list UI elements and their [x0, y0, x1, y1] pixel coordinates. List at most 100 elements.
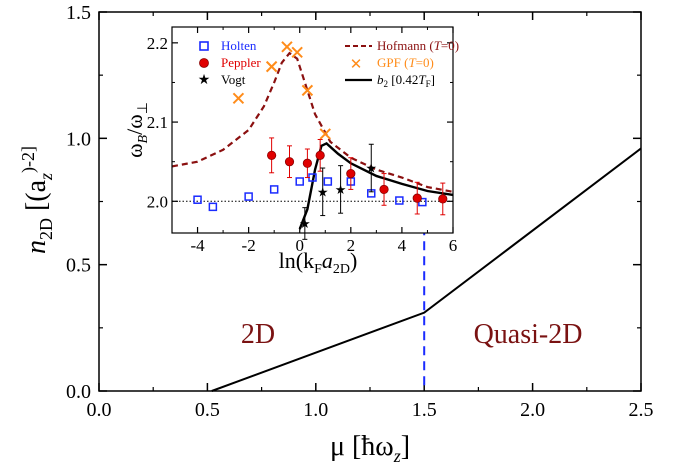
peppler-point — [284, 157, 295, 167]
inset-x-axis-label-close: ) — [350, 248, 357, 273]
main-y-tick-label: 0.5 — [66, 255, 91, 277]
main-y-axis-label-rest: [(a — [21, 179, 52, 218]
legend-marker-peppler — [199, 58, 209, 68]
legend-label-b2-b: b — [377, 72, 384, 87]
main-density-line — [211, 147, 642, 392]
vogt-point: ★ — [365, 161, 377, 176]
inset-x-tick-label: 0 — [295, 236, 304, 255]
peppler-point — [315, 150, 325, 160]
gpf-point-stroke — [265, 60, 278, 73]
legend-label-b2-suffix: ] — [431, 72, 435, 87]
main-x-axis-label-text: μ [ħω — [330, 431, 394, 462]
gpf-point — [319, 128, 331, 140]
inset-y-axis-label-sub2: ⊥ — [136, 102, 151, 114]
main-x-axis-label: μ [ħωz] — [330, 431, 410, 466]
inset-ticks: -4 -2 0 2 4 6 2.0 2.1 2.2 — [147, 27, 458, 255]
holten-point — [193, 195, 202, 204]
peppler-point — [379, 184, 389, 195]
main-y-tick-label: 1.5 — [66, 2, 91, 24]
legend-marker-holten — [199, 41, 209, 51]
gpf-point — [301, 84, 314, 97]
main-x-tick-label: 1.0 — [303, 399, 328, 421]
main-x-tick-label: 1.5 — [412, 399, 437, 421]
hofmann-curve — [171, 51, 454, 193]
legend-label-b2-sub: 2 — [384, 79, 389, 89]
holten-point — [269, 185, 279, 194]
legend-label-b2-mid: [0.42 — [388, 72, 418, 87]
inset-background — [172, 27, 453, 233]
inset-x-axis-label-a: a — [322, 248, 333, 273]
main-x-tick-label: 0.0 — [87, 399, 112, 421]
main-x-axis-label-sub: z — [393, 446, 401, 466]
peppler-point — [302, 158, 312, 168]
holten-point — [244, 192, 253, 201]
region-label-quasi-2d: Quasi-2D — [474, 319, 583, 350]
inset-legend: Holten Peppler ★ Vogt Hofmann (T=0) ✕ GP… — [198, 38, 459, 89]
legend-label-gpf: GPF (T=0) — [377, 55, 434, 70]
inset-x-axis-label-sub2: 2D — [333, 262, 350, 277]
legend-label-gpf-suffix: =0) — [416, 55, 434, 70]
region-label-2d: 2D — [241, 319, 275, 350]
gpf-point — [291, 46, 303, 59]
peppler-point — [267, 150, 277, 160]
inset-y-tick-label: 2.2 — [147, 34, 168, 53]
main-y-tick-label: 0.0 — [66, 381, 91, 403]
peppler-point — [346, 168, 356, 179]
peppler-point — [438, 194, 448, 204]
legend-label-holten: Holten — [221, 38, 257, 53]
gpf-point — [281, 41, 293, 53]
inset-y-tick-label: 2.1 — [147, 113, 168, 132]
legend-label-peppler: Peppler — [221, 55, 261, 70]
inset-series: ★ ★ ★ ★ — [171, 41, 454, 240]
vogt-point: ★ — [335, 182, 347, 197]
inset-y-axis-label-sub: B — [136, 134, 151, 143]
inset-x-tick-label: -2 — [242, 236, 256, 255]
main-y-tick-label: 1.0 — [66, 128, 91, 150]
main-x-tick-label: 0.5 — [195, 399, 220, 421]
gpf-point-stroke — [291, 46, 303, 59]
inset-x-tick-label: 2 — [347, 236, 356, 255]
legend-label-b2-sub2: F — [426, 79, 431, 89]
legend-marker-gpf: ✕ — [350, 57, 363, 73]
legend-label-hofmann-suffix: =0) — [441, 38, 459, 53]
legend-label-gpf-prefix: GPF ( — [377, 55, 408, 70]
legend-label-vogt: Vogt — [221, 72, 246, 87]
inset-y-axis-label: ωB/ω⊥ — [122, 102, 151, 158]
inset-x-axis-label: ln(kFa2D) — [279, 248, 358, 277]
inset-x-axis-label-ln: ln(k — [279, 248, 314, 273]
legend-label-b2-t: T — [418, 72, 426, 87]
gpf-point-stroke — [301, 84, 314, 97]
main-y-axis-label-sub2: z — [36, 173, 56, 181]
inset-y-tick-label: 2.0 — [147, 192, 168, 211]
inset-x-axis-label-sub: F — [314, 262, 322, 277]
legend-label-b2: b2 [0.42TF] — [377, 72, 435, 89]
inset-x-tick-label: -4 — [190, 236, 205, 255]
legend-label-hofmann-ital: T — [434, 38, 442, 53]
gpf-point-stroke — [232, 92, 245, 105]
inset-y-axis-label-omega: ω — [122, 143, 147, 157]
peppler-point — [412, 193, 422, 203]
legend-label-hofmann: Hofmann (T=0) — [377, 38, 459, 53]
main-y-axis-label-sub: 2D — [36, 218, 56, 240]
b2-curve — [298, 142, 454, 230]
inset-plot-frame — [171, 26, 454, 234]
main-y-axis-label-sup: )-2] — [18, 146, 39, 173]
vogt-point: ★ — [299, 216, 311, 231]
holten-point — [295, 177, 304, 186]
main-y-axis-label-n: n — [21, 240, 52, 254]
gpf-point — [265, 60, 278, 73]
gpf-point-stroke — [281, 41, 293, 53]
main-x-tick-label: 2.5 — [629, 399, 654, 421]
inset-x-tick-label: 6 — [449, 236, 458, 255]
main-x-tick-label: 2.0 — [520, 399, 545, 421]
vogt-point: ★ — [317, 184, 329, 199]
main-y-axis-label: n2D [(az)-2] — [18, 146, 56, 254]
legend-label-hofmann-prefix: Hofmann ( — [377, 38, 434, 53]
holten-point — [395, 196, 404, 205]
gpf-point-stroke — [319, 128, 331, 140]
legend-marker-vogt: ★ — [198, 73, 211, 88]
holten-point — [323, 177, 333, 186]
holten-point — [208, 202, 218, 212]
main-x-axis-label-close: ] — [401, 431, 410, 462]
